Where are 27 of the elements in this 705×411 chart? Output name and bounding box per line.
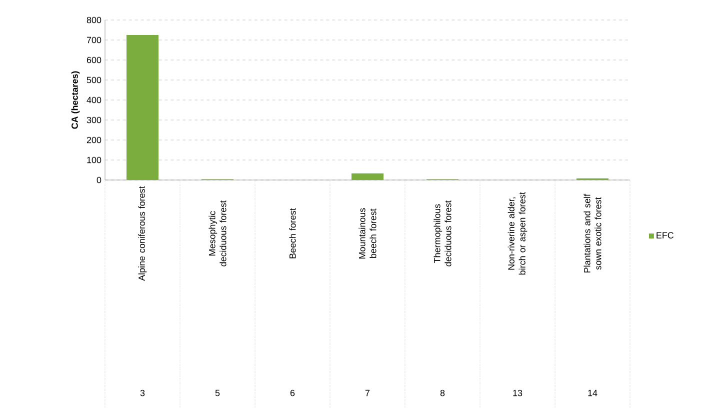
y-tick-label: 800 [86,16,102,24]
x-tick-label: Beech forest [289,208,296,258]
y-tick-label: 400 [86,96,102,104]
text: 5 [215,390,220,396]
text: 8 [440,390,445,396]
y-tick-label: 0 [96,176,102,184]
text: 14 [588,390,598,396]
text: 13 [513,390,522,396]
y-tick-label: 300 [86,116,102,124]
x-tick-label: Non-riverine alder, birch or aspen forest [508,192,528,275]
y-tick-label: 200 [86,136,102,144]
y-tick-label: 100 [87,156,102,164]
text: 3 [140,390,145,396]
x-tick-label: Thermophilous deciduous forest [434,200,452,266]
x-tick-label: Alpine coniferous forest [138,186,147,281]
bar [352,173,384,180]
text: 7 [365,390,370,396]
text: 6 [290,390,295,396]
y-tick-label: 500 [86,76,102,84]
legend-label: EFC [656,232,674,238]
y-axis-title: CA (hectares) [71,71,80,129]
x-tick-label: Mountainous beech forest [358,208,376,258]
x-tick-label: Mesophytic deciduous forest [208,200,226,266]
x-tick-label: Plantations and self sown exotic forest [584,194,602,272]
y-tick-label: 700 [86,36,102,44]
bar [126,35,158,180]
y-tick-label: 600 [86,56,102,64]
